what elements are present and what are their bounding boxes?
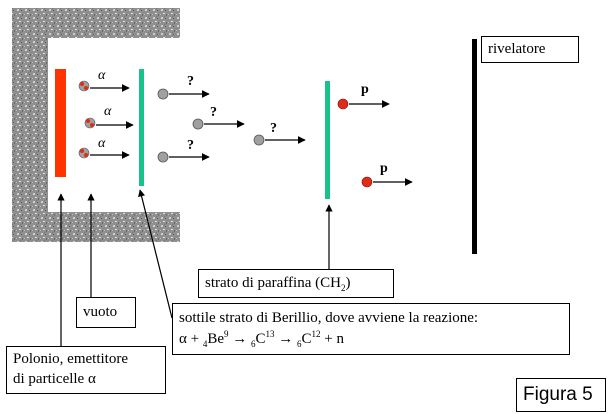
- reaction-c13-mass-number: 13: [265, 329, 275, 339]
- reaction-c13-atomic-number: 6: [251, 339, 256, 349]
- reaction-neutron: + n: [320, 331, 344, 347]
- reaction-c13: C: [255, 331, 266, 347]
- proton-particle: [361, 176, 413, 188]
- unknown-particle: [253, 134, 306, 146]
- reaction-c12-atomic-number: 6: [297, 339, 302, 349]
- paraffina-subscript: 2: [340, 283, 346, 293]
- berillio-label-box: sottile strato di Berillio, dove avviene…: [172, 303, 570, 355]
- reaction-be-atomic-number: 4: [202, 339, 208, 349]
- reaction-be-mass-number: 9: [224, 329, 229, 339]
- reaction-alpha: α: [179, 331, 187, 347]
- proton-label: p: [380, 161, 388, 176]
- detector-bar: [472, 39, 477, 254]
- polonio-label-line2: di particelle α: [13, 371, 96, 387]
- proton-label: p: [361, 82, 369, 97]
- unknown-label: ?: [270, 121, 277, 136]
- paraffina-label-box: strato di paraffina (CH2): [198, 269, 394, 298]
- figure-number: Figura 5: [523, 384, 593, 405]
- reaction-arrow: →: [274, 331, 298, 347]
- alpha-label: α: [98, 68, 106, 83]
- polonio-label-line1: Polonio, emettitore: [13, 351, 128, 367]
- alpha-particle: [84, 117, 134, 129]
- paraffina-label: strato di paraffina (CH: [205, 275, 341, 291]
- alpha-particle: [78, 80, 130, 92]
- alpha-particle: [78, 147, 130, 159]
- unknown-particle: [192, 118, 245, 130]
- vuoto-label-box: vuoto: [76, 297, 136, 328]
- alpha-label: α: [104, 104, 112, 119]
- reaction-plus: +: [186, 331, 203, 347]
- figure-number-box: Figura 5: [516, 378, 606, 412]
- unknown-label: ?: [187, 74, 194, 89]
- paraffina-label-end: ): [345, 275, 351, 291]
- berillio-label: sottile strato di Berillio, dove avviene…: [179, 310, 479, 326]
- vuoto-label: vuoto: [83, 304, 118, 320]
- detector-label: rivelatore: [488, 41, 546, 57]
- proton-particle: [337, 98, 390, 110]
- reaction-c12-mass-number: 12: [311, 329, 321, 339]
- polonio-label-box: Polonio, emettitore di particelle α: [6, 346, 166, 394]
- reaction-be: Be: [207, 331, 224, 347]
- reaction-arrow: →: [228, 331, 251, 347]
- unknown-label: ?: [187, 138, 194, 153]
- polonium-source: [55, 69, 66, 177]
- alpha-label: α: [98, 136, 106, 151]
- unknown-particle: [157, 151, 210, 163]
- paraffin-layer: [325, 81, 330, 199]
- beryllium-layer: [139, 69, 144, 186]
- detector-label-box: rivelatore: [481, 36, 579, 63]
- unknown-label: ?: [210, 105, 217, 120]
- reaction-equation: α + 4Be9 → 6C13 → 6C12 + n: [179, 329, 563, 350]
- berillio-pointer: [138, 189, 173, 319]
- reaction-c12: C: [301, 331, 312, 347]
- unknown-particle: [157, 88, 210, 100]
- lead-shield: [12, 8, 180, 242]
